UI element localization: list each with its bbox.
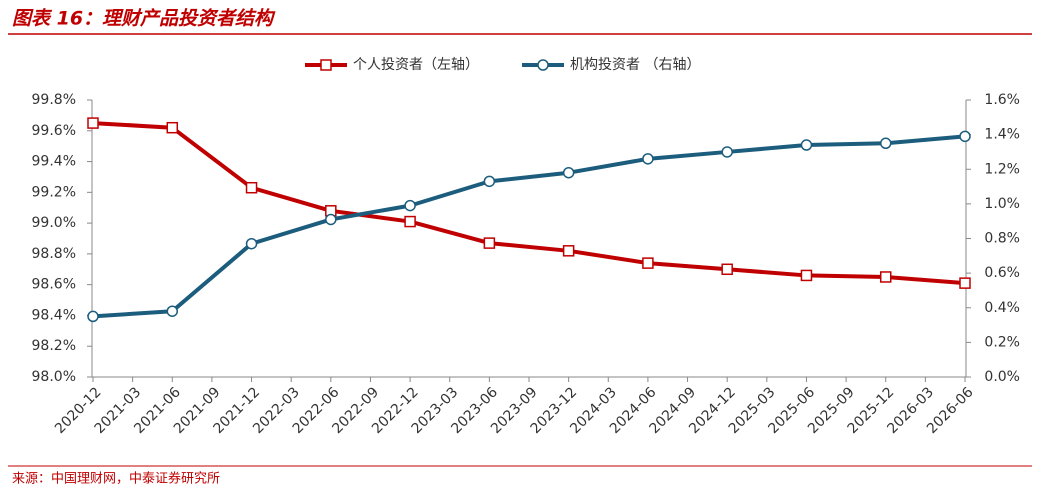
point (245, 181, 258, 194)
point (879, 271, 892, 283)
point (562, 166, 575, 179)
y2-tick-label: 1.2% (984, 161, 1020, 177)
y2-tick-label: 0.6% (984, 265, 1020, 281)
y-tick-label: 99.2% (32, 184, 76, 200)
y2-tick-label: 0.4% (984, 300, 1020, 316)
y2-tick-label: 0.8% (984, 231, 1020, 247)
series-line (92, 134, 966, 319)
series-line (92, 121, 966, 286)
point (483, 237, 496, 249)
point (404, 215, 416, 228)
point (562, 245, 575, 257)
point (404, 199, 416, 212)
point (800, 139, 813, 151)
y-tick-label: 99.0% (32, 215, 76, 231)
point (642, 257, 654, 269)
y2-tick-label: 1.6% (984, 92, 1020, 108)
point (721, 263, 733, 276)
point (87, 117, 99, 129)
point (959, 130, 971, 143)
y-tick-label: 98.2% (32, 338, 76, 354)
legend-marker (320, 59, 332, 71)
page-title: 图表 16：理财产品投资者结构 (12, 8, 276, 30)
y-tick-label: 98.6% (32, 277, 76, 293)
y2-tick-label: 1.4% (984, 127, 1020, 143)
point (721, 146, 733, 158)
point (959, 277, 971, 289)
y-tick-label: 98.4% (32, 307, 76, 323)
y-tick-label: 99.4% (32, 154, 76, 170)
point (87, 310, 99, 323)
y2-tick-label: 0.0% (984, 369, 1020, 385)
point (800, 269, 813, 282)
point (166, 305, 179, 317)
point (166, 121, 179, 134)
y-tick-label: 98.8% (32, 246, 76, 262)
point (325, 213, 337, 226)
legend-label: 个人投资者（左轴） (353, 57, 479, 73)
y-tick-label: 98.0% (32, 369, 76, 385)
y2-tick-label: 0.2% (984, 334, 1020, 350)
y-tick-label: 99.6% (32, 123, 76, 139)
point (245, 237, 258, 250)
y2-tick-label: 1.0% (984, 196, 1020, 212)
legend-label: 机构投资者 （右轴） (570, 57, 700, 73)
point (483, 175, 496, 188)
point (879, 137, 892, 150)
y-tick-label: 99.8% (32, 92, 76, 108)
legend-marker (537, 59, 549, 71)
source-note: 来源：中国理财网，中泰证券研究所 (12, 471, 220, 487)
point (642, 153, 654, 165)
